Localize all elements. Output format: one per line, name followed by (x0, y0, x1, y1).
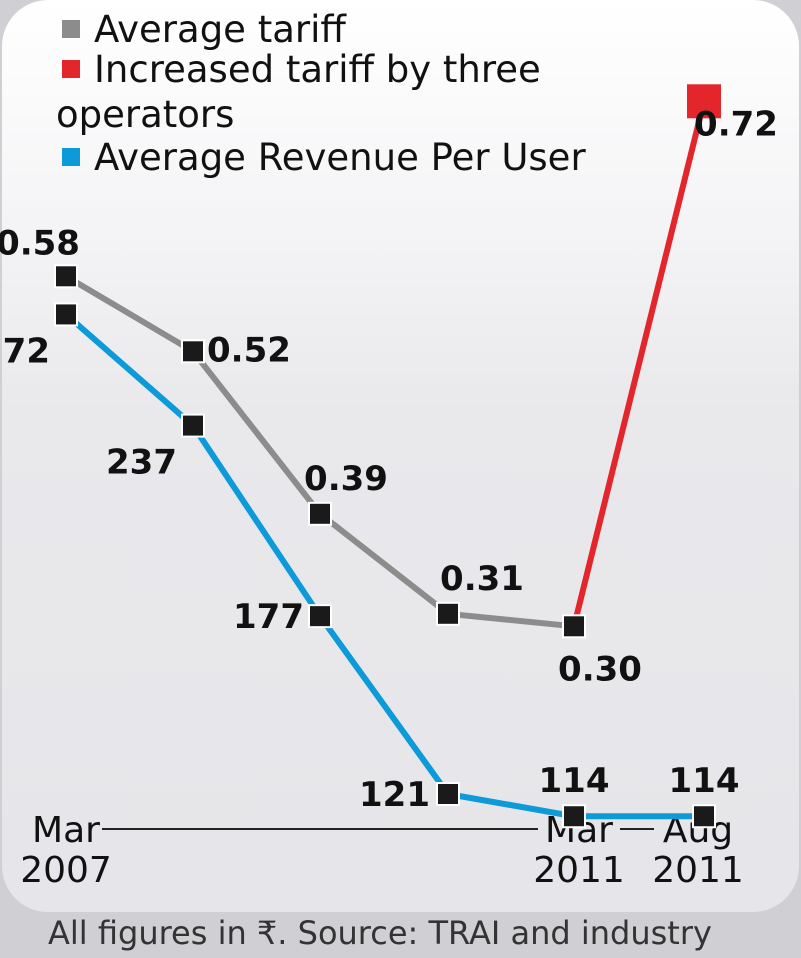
x-tick-label-1-line-2: 2007 (20, 850, 112, 891)
data-label-series-1-point-1: 0.58 (0, 223, 80, 263)
data-label-series-3-point-5: 114 (539, 761, 610, 801)
footnote: All figures in ₹. Source: TRAI and indus… (48, 914, 712, 952)
legend-label-1-line-1: Average tariff (94, 8, 347, 51)
marker-series-1-point-1 (54, 264, 78, 289)
data-label-series-1-point-3: 0.39 (304, 459, 388, 499)
plot-background (2, 0, 799, 912)
marker-series-3-point-1 (54, 302, 78, 327)
x-tick-label-1-line-1: Mar (32, 810, 100, 851)
marker-series-3-point-4 (436, 782, 460, 807)
series-line-2 (571, 100, 707, 628)
marker-series-1-point-2 (181, 339, 205, 364)
series-line-3 (64, 312, 704, 820)
marker-series-1-point-4 (436, 601, 460, 626)
x-tick-label-3-line-2: 2011 (652, 850, 744, 891)
marker-series-3-point-3 (308, 604, 332, 629)
series-markers (54, 84, 721, 829)
legend-swatch-2 (62, 60, 80, 78)
data-label-series-3-point-2: 237 (106, 443, 177, 483)
data-label-series-3-point-4: 121 (359, 775, 430, 815)
marker-series-1-point-3 (308, 501, 332, 526)
legend-label-3-line-1: Average Revenue Per User (94, 136, 586, 179)
data-label-series-3-point-1: 272 (0, 331, 50, 371)
legend-swatch-3 (62, 148, 80, 166)
marker-series-3-point-6 (692, 804, 716, 829)
marker-series-2-point-6 (687, 84, 721, 119)
data-label-series-3-point-3: 177 (233, 597, 304, 637)
data-labels: 0.58 0.52 0.39 0.31 0.30 0.72 272 237 177 121 114 1… (0, 104, 778, 815)
legend-swatch-1 (62, 20, 80, 38)
marker-series-3-point-5 (562, 804, 586, 829)
data-label-series-2-point-6: 0.72 (694, 104, 778, 144)
data-label-series-3-point-6: 114 (669, 761, 740, 801)
marker-series-1-point-5 (562, 614, 586, 639)
data-label-series-1-point-4: 0.31 (440, 559, 524, 599)
data-label-series-1-point-2: 0.52 (207, 330, 291, 370)
legend-label-2-line-1: Increased tariff by three (94, 48, 541, 91)
legend-label-2-line-2: operators (56, 93, 234, 136)
data-label-series-1-point-5: 0.30 (558, 649, 642, 689)
marker-series-3-point-2 (181, 413, 205, 438)
x-tick-label-2-line-2: 2011 (533, 850, 625, 891)
